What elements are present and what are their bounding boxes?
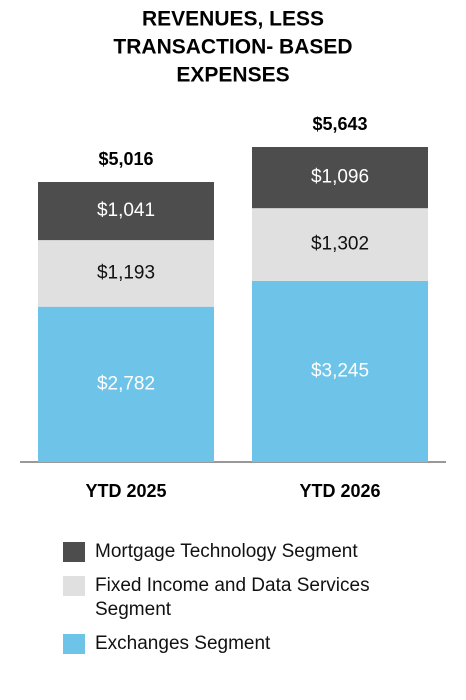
value-label: $2,782 [97, 373, 155, 394]
x-tick-label: YTD 2026 [299, 481, 380, 501]
value-label: $1,302 [311, 234, 369, 255]
x-tick-label: YTD 2025 [85, 481, 166, 501]
chart-title: REVENUES, LESS [142, 8, 324, 31]
legend-swatch [63, 542, 85, 562]
legend-item: Exchanges Segment [63, 632, 423, 656]
bar-segment [252, 208, 428, 281]
chart-title: TRANSACTION- BASED [113, 36, 352, 59]
legend: Mortgage Technology Segment Fixed Income … [63, 540, 423, 666]
value-label: $1,041 [97, 200, 155, 221]
bar-segment [252, 280, 428, 462]
legend-label: Fixed Income and Data Services Segment [95, 575, 370, 620]
legend-item: Mortgage Technology Segment [63, 540, 423, 564]
bar-segment [38, 306, 214, 462]
value-label: $3,245 [311, 360, 369, 381]
legend-label: Mortgage Technology Segment [95, 541, 358, 562]
bar-segment [38, 182, 214, 241]
chart-title: EXPENSES [176, 64, 289, 87]
total-label: $5,643 [312, 114, 367, 134]
bar-segment [252, 147, 428, 209]
legend-label: Exchanges Segment [95, 633, 271, 654]
legend-swatch [63, 576, 85, 596]
legend-swatch [63, 634, 85, 654]
total-label: $5,016 [98, 149, 153, 169]
legend-item: Fixed Income and Data Services Segment [63, 574, 423, 622]
bar-segment [38, 240, 214, 307]
value-label: $1,096 [311, 167, 369, 188]
value-label: $1,193 [97, 262, 155, 283]
chart: REVENUES, LESS TRANSACTION- BASED EXPENS… [20, 8, 446, 501]
